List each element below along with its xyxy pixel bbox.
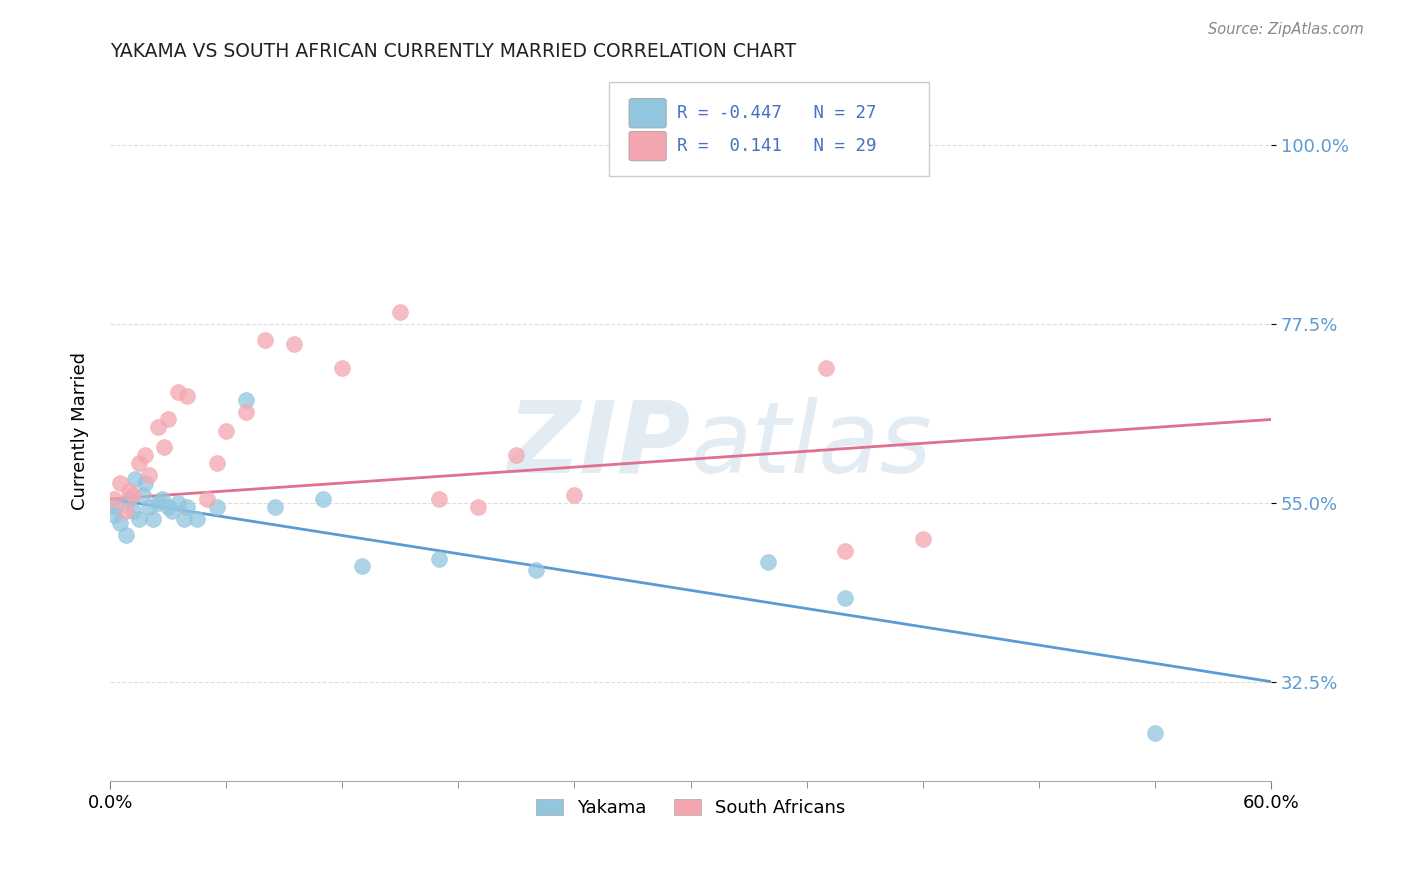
Point [350,559,373,574]
Point [103,508,125,522]
Point [176,389,198,403]
FancyBboxPatch shape [628,131,666,161]
Point [195,491,218,506]
Point [815,360,838,375]
Point [142,512,165,526]
Point [427,551,450,566]
Point [176,500,198,514]
FancyBboxPatch shape [628,98,666,128]
Text: YAKAMA VS SOUTH AFRICAN CURRENTLY MARRIED CORRELATION CHART: YAKAMA VS SOUTH AFRICAN CURRENTLY MARRIE… [110,42,796,61]
Point [153,440,176,454]
Point [235,392,257,407]
Point [108,476,131,491]
Point [150,491,173,506]
Point [128,512,150,526]
Point [148,496,170,510]
Point [330,360,353,375]
Text: Source: ZipAtlas.com: Source: ZipAtlas.com [1208,22,1364,37]
Point [564,488,586,502]
Text: R =  0.141   N = 29: R = 0.141 N = 29 [676,137,876,155]
Point [124,472,146,486]
Point [108,516,131,530]
Y-axis label: Currently Married: Currently Married [72,352,89,510]
Point [205,500,228,514]
Point [389,305,412,319]
Point [215,425,238,439]
Point [157,500,180,514]
Point [122,504,145,518]
Point [148,420,170,434]
Point [253,333,276,347]
Point [312,491,335,506]
Text: atlas: atlas [690,397,932,494]
Point [118,483,141,498]
Point [114,527,136,541]
Point [505,448,527,462]
Text: ZIP: ZIP [508,397,690,494]
Point [134,448,156,462]
Point [235,404,257,418]
FancyBboxPatch shape [609,82,928,176]
Point [134,476,156,491]
Point [160,504,183,518]
Text: R = -0.447   N = 27: R = -0.447 N = 27 [676,104,876,122]
Point [186,512,208,526]
Point [138,500,160,514]
Point [103,491,125,506]
Point [173,512,195,526]
Point [834,543,856,558]
Point [166,496,188,510]
Point [911,532,934,546]
Point [467,500,489,514]
Point [1143,726,1166,740]
Point [118,491,141,506]
Point [427,491,450,506]
Point [524,563,547,577]
Point [114,504,136,518]
Point [166,384,188,399]
Point [138,468,160,483]
Point [834,591,856,606]
Point [122,488,145,502]
Point [104,500,127,514]
Point [132,488,155,502]
Point [205,456,228,470]
Point [756,556,779,570]
Point [263,500,285,514]
Point [157,412,180,426]
Point [128,456,150,470]
Point [283,337,305,351]
Legend: Yakama, South Africans: Yakama, South Africans [529,792,852,824]
